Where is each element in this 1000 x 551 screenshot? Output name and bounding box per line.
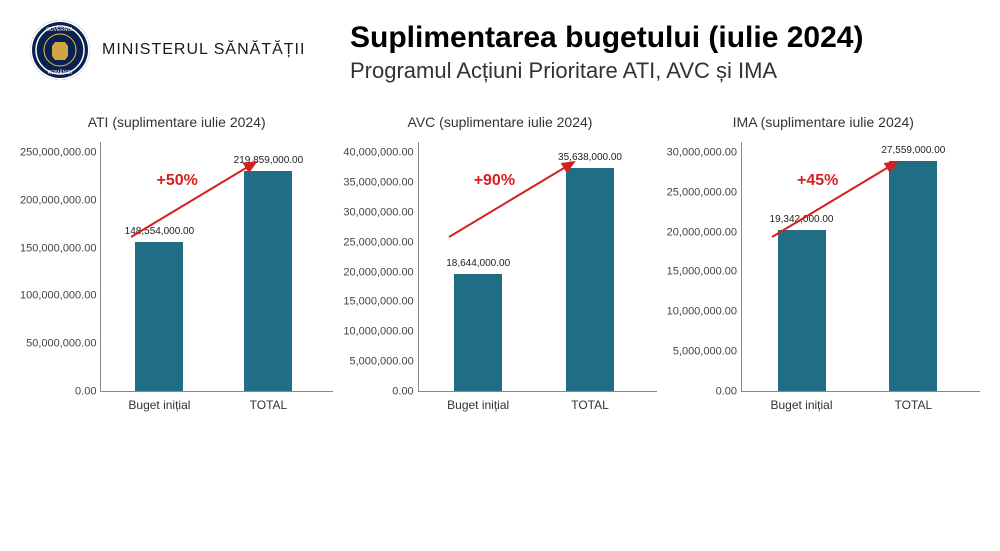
bar: 27,559,000.00 [889,161,937,391]
x-tick-label: Buget inițial [447,398,509,412]
plot-area: 18,644,000.0035,638,000.00+90%Buget iniț… [418,142,657,392]
bar-value-label: 35,638,000.00 [558,152,622,163]
y-tick-label: 10,000,000.00 [343,327,413,338]
bar: 19,342,000.00 [778,230,826,391]
y-tick-label: 250,000,000.00 [20,148,96,159]
y-tick-label: 15,000,000.00 [343,297,413,308]
y-axis: 0.0050,000,000.00100,000,000.00150,000,0… [20,142,100,392]
government-seal-icon: GUVERNUL ROMÂNIEI [30,20,90,80]
y-tick-label: 35,000,000.00 [343,177,413,188]
y-tick-label: 0.00 [392,387,413,398]
y-tick-label: 30,000,000.00 [667,148,737,159]
chart-panel: IMA (suplimentare iulie 2024) 0.00 5,000,0… [667,114,980,422]
header: GUVERNUL ROMÂNIEI MINISTERUL SĂNĂTĂȚII S… [0,0,1000,84]
x-tick-label: TOTAL [571,398,609,412]
x-tick-label: TOTAL [250,398,288,412]
bar-value-label: 19,342,000.00 [770,214,834,225]
y-tick-label: 10,000,000.00 [667,307,737,318]
y-tick-label: 20,000,000.00 [343,267,413,278]
charts-row: ATI (suplimentare iulie 2024) 0.00 50,000,… [0,84,1000,422]
chart-panel: ATI (suplimentare iulie 2024) 0.00 50,000,… [20,114,333,422]
logo-block: GUVERNUL ROMÂNIEI MINISTERUL SĂNĂTĂȚII [30,20,310,80]
chart-panel: AVC (suplimentare iulie 2024) 0.00 5,000,0… [343,114,656,422]
y-tick-label: 30,000,000.00 [343,207,413,218]
bar-value-label: 27,559,000.00 [881,145,945,156]
chart-plot: 0.00 5,000,000.00 10,000,000.00 15,000,000.… [667,142,980,422]
y-axis: 0.005,000,000.0010,000,000.0015,000,000.… [343,142,417,392]
svg-text:GUVERNUL: GUVERNUL [46,27,74,33]
plot-area: 19,342,000.0027,559,000.00+45%Buget iniț… [741,142,980,392]
x-tick-label: Buget inițial [128,398,190,412]
y-tick-label: 200,000,000.00 [20,195,96,206]
chart-title: IMA (suplimentare iulie 2024) [667,114,980,130]
y-tick-label: 50,000,000.00 [26,339,96,350]
chart-title: ATI (suplimentare iulie 2024) [20,114,333,130]
y-tick-label: 100,000,000.00 [20,291,96,302]
y-tick-label: 20,000,000.00 [667,227,737,238]
x-tick-label: Buget inițial [770,398,832,412]
plot-area: 148,554,000.00219,859,000.00+50%Buget in… [100,142,333,392]
y-tick-label: 25,000,000.00 [667,187,737,198]
page-subtitle: Programul Acțiuni Prioritare ATI, AVC și… [350,58,863,84]
y-tick-label: 40,000,000.00 [343,148,413,159]
page-title: Suplimentarea bugetului (iulie 2024) [350,20,863,56]
y-tick-label: 150,000,000.00 [20,243,96,254]
y-axis: 0.005,000,000.0010,000,000.0015,000,000.… [667,142,741,392]
y-tick-label: 0.00 [716,386,737,397]
bar-value-label: 219,859,000.00 [234,155,304,166]
bar: 219,859,000.00 [244,171,292,391]
y-tick-label: 15,000,000.00 [667,267,737,278]
y-tick-label: 5,000,000.00 [349,357,413,368]
y-tick-label: 5,000,000.00 [673,347,737,358]
title-block: Suplimentarea bugetului (iulie 2024) Pro… [350,20,863,84]
y-tick-label: 25,000,000.00 [343,237,413,248]
percent-change-label: +50% [156,172,197,190]
bar: 35,638,000.00 [566,168,614,391]
bar: 148,554,000.00 [135,242,183,391]
bar: 18,644,000.00 [454,274,502,391]
y-tick-label: 0.00 [75,386,96,397]
percent-change-label: +45% [797,172,838,190]
chart-title: AVC (suplimentare iulie 2024) [343,114,656,130]
x-tick-label: TOTAL [895,398,933,412]
bar-value-label: 148,554,000.00 [125,226,195,237]
percent-change-label: +90% [474,172,515,190]
chart-plot: 0.00 5,000,000.00 10,000,000.00 15,000,000.… [343,142,656,422]
svg-text:ROMÂNIEI: ROMÂNIEI [48,69,73,76]
chart-plot: 0.00 50,000,000.00 100,000,000.00 150,000,0… [20,142,333,422]
bar-value-label: 18,644,000.00 [446,258,510,269]
ministry-name: MINISTERUL SĂNĂTĂȚII [102,41,305,59]
